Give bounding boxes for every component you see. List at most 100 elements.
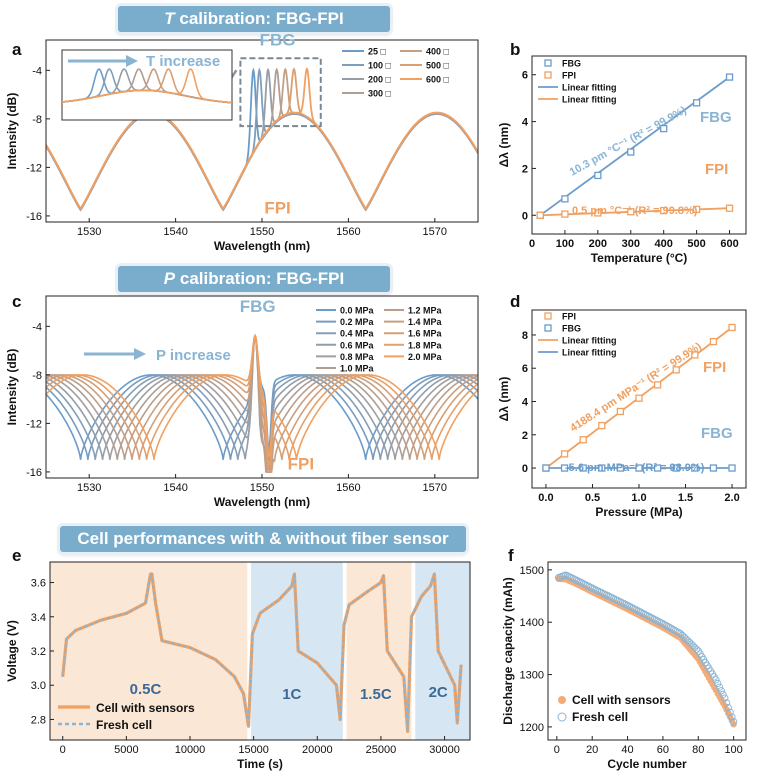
chart-b-legend-label: FBG xyxy=(562,59,581,69)
chart-c-legend-label: 0.6 MPa xyxy=(340,340,375,350)
chart-f-point-fresh xyxy=(714,679,722,688)
chart-f-point-fresh xyxy=(668,625,676,633)
chart-a-fbg-label: FBG xyxy=(260,30,296,49)
chart-c-ytick-label: -12 xyxy=(26,418,42,430)
chart-b-ytick-label: 4 xyxy=(522,117,529,129)
panel-label-c: c xyxy=(12,292,22,311)
chart-a-inset-line xyxy=(62,68,232,104)
chart-d-point-fbg xyxy=(653,464,662,472)
chart-d-ytick-label: 2 xyxy=(522,430,528,442)
chart-f-ytick-label: 1400 xyxy=(520,617,544,629)
chart-e-region-label: 2C xyxy=(429,684,448,701)
chart-b-xtick-label: 300 xyxy=(622,238,640,250)
chart-a-fpi-label: FPI xyxy=(264,199,290,218)
chart-a-xtick-label: 1550 xyxy=(250,226,274,238)
chart-b-point-fbg xyxy=(692,99,701,107)
banner-pressure-var: P xyxy=(163,269,176,288)
chart-f-legend-marker-sensors xyxy=(558,696,566,704)
chart-f-point-fresh xyxy=(673,628,681,636)
chart-c-legend-label: 0.2 MPa xyxy=(340,317,375,327)
chart-b-legend: FBG FPI Linear fitting Linear fitting xyxy=(538,59,617,105)
banner-temperature-var: T xyxy=(164,9,175,28)
chart-f-xtick-label: 20 xyxy=(586,744,598,756)
chart-d-legend-label: Linear fitting xyxy=(562,336,617,346)
chart-b-point-fpi xyxy=(627,208,635,216)
chart-f-xtick-label: 80 xyxy=(692,744,704,756)
chart-f-point-fresh xyxy=(666,624,674,632)
chart-c-legend-label: 1.8 MPa xyxy=(408,340,443,350)
chart-a-ytick-label: -12 xyxy=(26,162,42,174)
chart-d-point-fpi xyxy=(579,436,587,444)
chart-b-legend-label: Linear fitting xyxy=(562,95,617,105)
chart-b-point-fbg xyxy=(660,124,668,133)
chart-b-point-fpi xyxy=(660,206,668,215)
chart-e-region-label: 1C xyxy=(282,686,301,703)
chart-c-fbg-label: FBG xyxy=(240,297,276,316)
chart-f-ylabel: Discharge capacity (mAh) xyxy=(501,577,515,724)
chart-c-xtick-label: 1560 xyxy=(336,482,360,494)
chart-f-ytick-label: 1200 xyxy=(520,722,544,734)
chart-b-point-fpi xyxy=(692,205,701,214)
chart-a-legend: 25 □ 100 □ 200 □ 300 □ 400 □ 500 □ 600 □ xyxy=(342,47,450,99)
chart-a-xlabel: Wavelength (nm) xyxy=(214,239,310,253)
chart-b-point-fbg xyxy=(627,148,635,156)
chart-a-legend-label: 400 □ xyxy=(426,47,450,57)
chart-c-xtick-label: 1530 xyxy=(77,482,101,494)
chart-d-ytick-label: 0 xyxy=(522,463,528,475)
chart-b-xtick-label: 0 xyxy=(529,238,535,250)
chart-f-point-fresh xyxy=(671,627,679,635)
chart-d-legend-label: FPI xyxy=(562,312,576,322)
chart-c-xtick-label: 1570 xyxy=(423,482,447,494)
chart-d-xtick-label: 1.0 xyxy=(631,492,646,504)
chart-f-xtick-label: 100 xyxy=(724,744,742,756)
banner-cell: Cell performances with & without fiber s… xyxy=(60,526,466,552)
chart-a-ytick-label: -8 xyxy=(32,114,42,126)
chart-f-xtick-label: 40 xyxy=(621,744,633,756)
chart-b-xlabel: Temperature (°C) xyxy=(591,251,688,265)
chart-c-ytick-label: -8 xyxy=(32,370,42,382)
chart-f-point-fresh xyxy=(664,623,672,631)
chart-a-legend-label: 600 □ xyxy=(426,75,450,85)
chart-e-xtick-label: 0 xyxy=(60,744,66,756)
chart-b-legend-marker xyxy=(544,59,552,67)
banner-cell-text: Cell performances with & without fiber s… xyxy=(77,529,449,548)
chart-c-series-line xyxy=(46,334,478,460)
chart-d-legend-label: Linear fitting xyxy=(562,348,617,358)
chart-e-xtick-label: 30000 xyxy=(429,744,460,756)
chart-b-xtick-label: 100 xyxy=(556,238,574,250)
chart-b-point-fbg xyxy=(725,73,734,81)
chart-c-legend-label: 0.0 MPa xyxy=(340,306,375,316)
chart-a-ytick-label: -4 xyxy=(32,65,42,77)
chart-c-legend-label: 1.0 MPa xyxy=(340,364,375,374)
chart-f-point-fresh xyxy=(722,699,731,707)
chart-d-point-fpi xyxy=(616,407,625,416)
chart-c-legend-label: 0.8 MPa xyxy=(340,352,375,362)
chart-b-point-fpi xyxy=(594,209,602,217)
chart-a-legend-label: 25 □ xyxy=(368,47,387,57)
banner-pressure: P calibration: FBG-FPI xyxy=(118,266,390,292)
chart-f-xlabel: Cycle number xyxy=(607,757,687,771)
chart-d-point-fpi xyxy=(560,450,569,458)
chart-e-region xyxy=(415,562,470,740)
chart-b-fpi-label: FPI xyxy=(705,161,728,178)
chart-c-xlabel: Wavelength (nm) xyxy=(214,495,310,509)
chart-a-xtick-label: 1530 xyxy=(77,226,101,238)
chart-c-fpi-label: FPI xyxy=(288,455,314,474)
chart-f-point-fresh xyxy=(724,703,732,712)
chart-e-region-label: 0.5C xyxy=(130,681,162,698)
chart-a-ytick-label: -16 xyxy=(26,211,42,223)
chart-e-xlabel: Time (s) xyxy=(237,757,283,771)
chart-d-point-fpi xyxy=(672,366,680,374)
chart-d-legend-marker xyxy=(544,324,552,332)
chart-c-legend-label: 0.4 MPa xyxy=(340,329,375,339)
chart-e-line-fresh xyxy=(61,573,463,733)
chart-f-point-fresh xyxy=(659,620,667,628)
chart-c-series-line xyxy=(46,334,478,469)
chart-a-inset-arrow-head xyxy=(126,55,138,67)
chart-a-legend-label: 300 □ xyxy=(368,89,392,99)
chart-c-legend-label: 1.2 MPa xyxy=(408,306,443,316)
chart-a-xtick-label: 1570 xyxy=(423,226,447,238)
chart-e-ytick-label: 3.2 xyxy=(31,646,46,658)
chart-d-point-fbg xyxy=(709,464,718,472)
